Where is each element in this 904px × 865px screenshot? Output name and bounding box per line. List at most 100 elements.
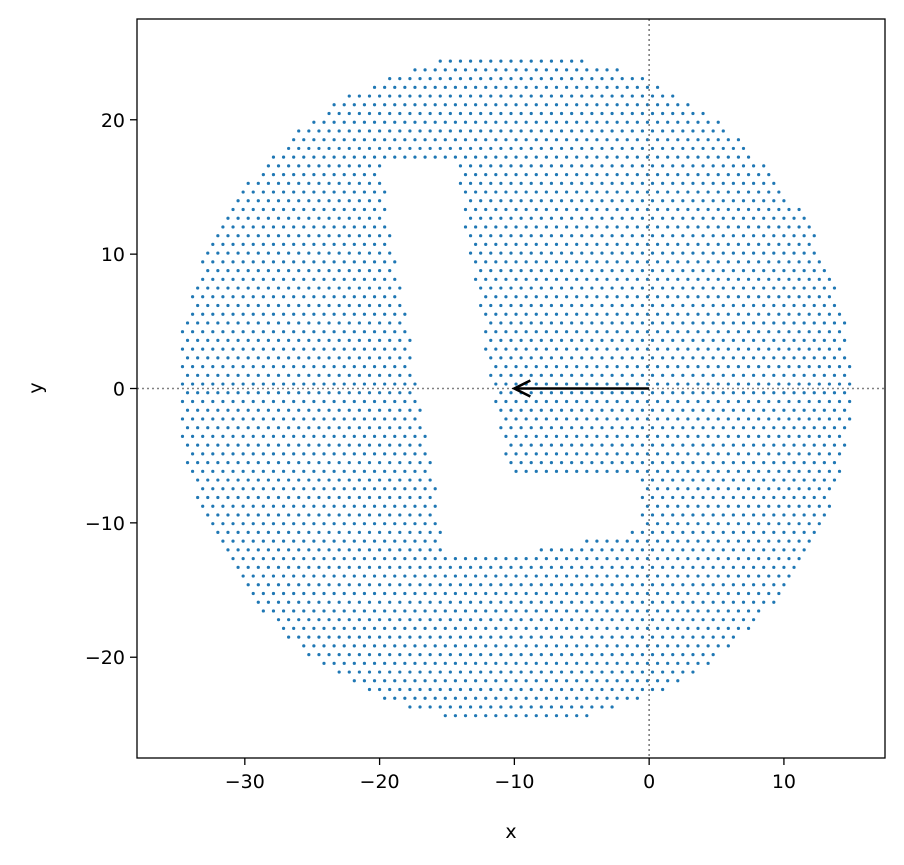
scatter-point: [645, 190, 650, 194]
scatter-point: [362, 103, 367, 107]
scatter-point: [236, 478, 240, 482]
scatter-point: [751, 408, 756, 412]
scatter-point: [484, 347, 488, 351]
scatter-point: [383, 539, 387, 543]
scatter-point: [221, 539, 225, 543]
scatter-point: [231, 295, 235, 299]
scatter-point: [666, 138, 670, 142]
scatter-point: [327, 356, 331, 360]
scatter-point: [736, 173, 741, 177]
scatter-point: [474, 591, 478, 596]
scatter-point: [630, 530, 634, 535]
scatter-point: [241, 242, 245, 247]
scatter-point: [504, 556, 508, 561]
scatter-point: [671, 164, 675, 168]
scatter-point: [499, 618, 503, 622]
scatter-point: [448, 600, 452, 604]
scatter-point: [428, 618, 432, 622]
scatter-point: [403, 330, 407, 334]
scatter-point: [246, 373, 250, 377]
scatter-point: [201, 487, 205, 491]
scatter-point: [792, 338, 796, 343]
scatter-point: [762, 199, 766, 203]
scatter-point: [716, 399, 720, 404]
scatter-point: [196, 495, 200, 500]
scatter-point: [509, 356, 513, 360]
scatter-point: [317, 269, 321, 273]
scatter-point: [676, 399, 680, 404]
scatter-point: [423, 68, 427, 72]
scatter-point: [630, 269, 634, 273]
scatter-point: [474, 609, 478, 613]
scatter-point: [534, 85, 538, 89]
scatter-point: [544, 714, 548, 718]
scatter-point: [357, 530, 361, 535]
scatter-point: [701, 391, 705, 395]
scatter-point: [782, 548, 786, 552]
scatter-point: [484, 103, 488, 107]
scatter-point: [585, 68, 589, 72]
scatter-point: [751, 356, 756, 360]
scatter-point: [201, 277, 205, 281]
scatter-point: [650, 670, 655, 674]
scatter-point: [736, 487, 741, 491]
scatter-point: [266, 181, 271, 185]
scatter-point: [797, 504, 801, 508]
scatter-point: [696, 295, 700, 299]
scatter-point: [797, 364, 801, 369]
scatter-point: [484, 120, 488, 124]
scatter-point: [372, 591, 377, 596]
scatter-point: [367, 181, 372, 185]
scatter-point: [307, 565, 311, 569]
scatter-point: [691, 321, 695, 325]
scatter-point: [559, 269, 564, 273]
scatter-point: [716, 242, 720, 247]
scatter-point: [393, 312, 397, 316]
scatter-point: [655, 591, 660, 596]
scatter-point: [413, 138, 417, 142]
scatter-point: [332, 190, 336, 194]
scatter-point: [625, 242, 629, 247]
scatter-point: [827, 277, 832, 281]
scatter-point: [463, 644, 468, 648]
scatter-point: [762, 460, 766, 465]
scatter-point: [241, 434, 245, 439]
scatter-point: [817, 399, 821, 404]
scatter-point: [377, 408, 382, 412]
scatter-point: [671, 670, 675, 674]
scatter-point: [418, 495, 422, 500]
scatter-point: [539, 164, 543, 168]
scatter-point: [357, 583, 361, 587]
scatter-point: [302, 312, 306, 316]
scatter-point: [635, 609, 639, 613]
scatter-point: [736, 452, 741, 456]
scatter-point: [266, 199, 271, 203]
scatter-point: [767, 277, 771, 281]
scatter-point: [711, 321, 715, 325]
scatter-point: [539, 670, 543, 674]
scatter-point: [241, 225, 245, 229]
scatter-point: [281, 574, 286, 578]
scatter-point: [302, 644, 306, 648]
scatter-point: [600, 77, 604, 81]
scatter-point: [297, 635, 301, 639]
scatter-point: [428, 478, 432, 482]
scatter-point: [241, 522, 245, 526]
scatter-point: [736, 207, 741, 212]
scatter-point: [787, 556, 791, 561]
scatter-point: [342, 539, 346, 543]
scatter-point: [342, 347, 346, 351]
scatter-point: [256, 338, 260, 343]
scatter-point: [281, 539, 286, 543]
scatter-point: [337, 321, 341, 325]
scatter-point: [661, 129, 665, 133]
scatter-point: [590, 181, 594, 185]
scatter-point: [342, 225, 346, 229]
scatter-point: [196, 391, 200, 395]
scatter-point: [620, 687, 624, 692]
scatter-point: [403, 399, 407, 404]
scatter-point: [534, 626, 538, 631]
scatter-point: [645, 85, 650, 89]
scatter-point: [297, 460, 301, 465]
scatter-point: [757, 225, 761, 229]
